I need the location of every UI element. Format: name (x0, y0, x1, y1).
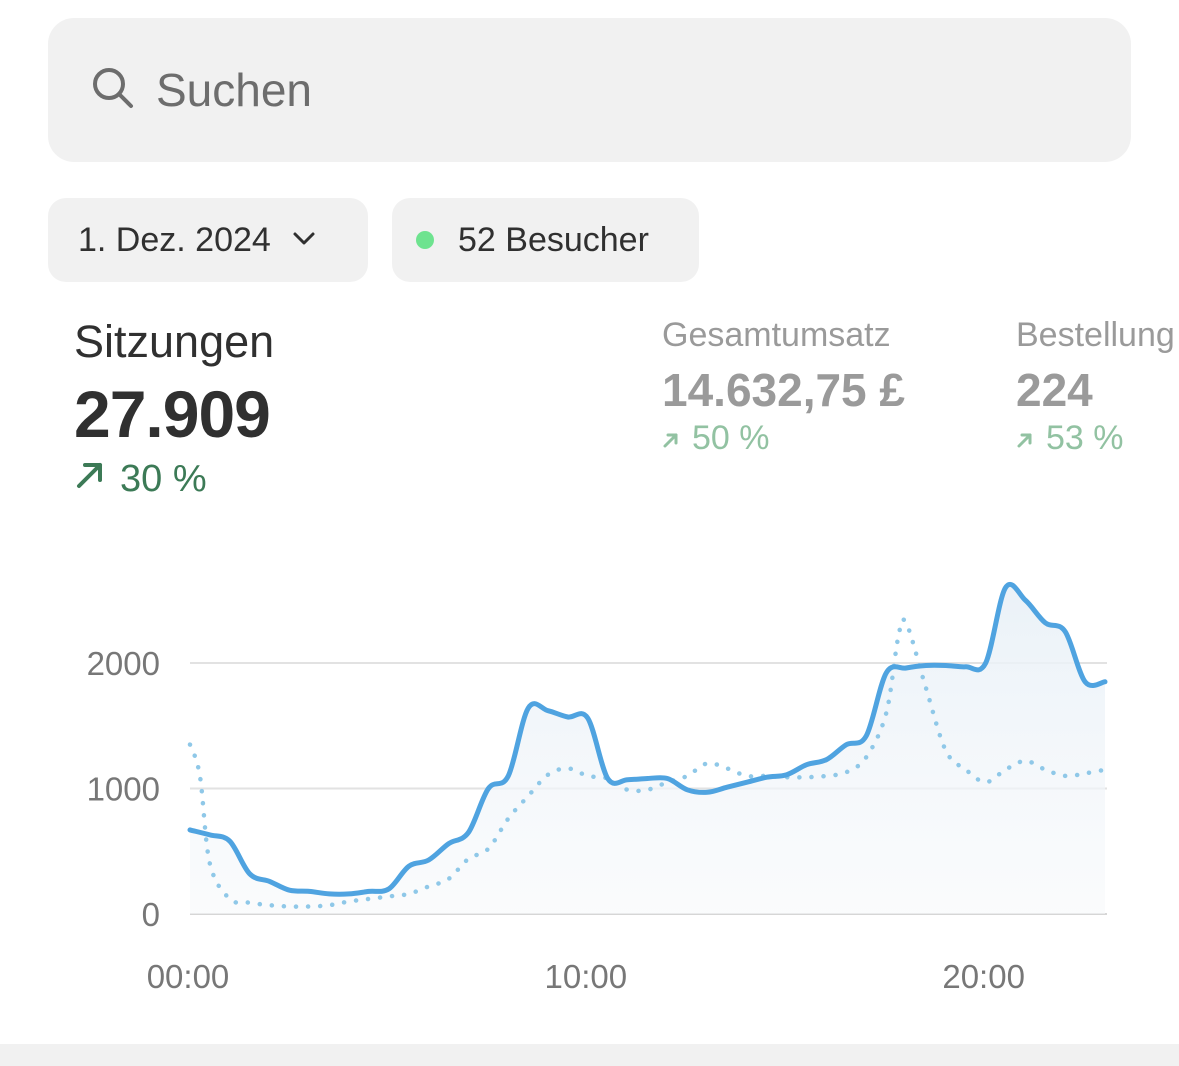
metric-label: Gesamtumsatz (662, 316, 891, 354)
bottom-bar (0, 1044, 1179, 1066)
metric-value: 224 (1016, 364, 1093, 416)
metric-total-sales[interactable]: Gesamtumsatz 14.632,75 £ 50 % (662, 316, 905, 458)
live-visitors-button[interactable]: 52 Besucher (392, 198, 699, 282)
metric-label: Sitzungen (74, 316, 275, 367)
search-icon (90, 65, 136, 116)
x-tick-label: 10:00 (545, 958, 628, 995)
search-input[interactable]: Suchen (156, 64, 313, 116)
series-line-sessions (187, 581, 1108, 897)
metric-change: 53 % (1016, 419, 1175, 458)
metric-change: 50 % (662, 419, 905, 458)
metric-value: 27.909 (74, 377, 271, 451)
arrow-up-right-icon (662, 419, 692, 458)
metric-change-value: 30 % (120, 458, 207, 500)
arrow-up-right-icon (74, 458, 120, 501)
live-status-dot-icon (416, 231, 434, 249)
sessions-chart: 0 1000 2000 00:00 10:00 20:00 (87, 581, 1108, 995)
arrow-up-right-icon (1016, 419, 1046, 458)
x-tick-label: 20:00 (942, 958, 1025, 995)
metric-change-value: 53 % (1046, 419, 1124, 457)
y-tick-label: 2000 (87, 645, 160, 682)
metric-sessions[interactable]: Sitzungen 27.909 30 % (74, 316, 274, 501)
y-tick-label: 1000 (87, 771, 160, 808)
x-tick-label: 00:00 (147, 958, 230, 995)
search-bar[interactable]: Suchen (48, 18, 1131, 162)
live-visitors-label: 52 Besucher (458, 220, 649, 259)
metric-value: 14.632,75 £ (662, 364, 906, 416)
y-tick-label: 0 (142, 896, 160, 933)
metric-change-value: 50 % (692, 419, 770, 457)
metric-label: Bestellung (1016, 316, 1175, 354)
metric-orders[interactable]: Bestellung 224 53 % (1016, 316, 1175, 458)
date-filter-label: 1. Dez. 2024 (78, 220, 271, 259)
date-filter-button[interactable]: 1. Dez. 2024 (48, 198, 368, 282)
chevron-down-icon (271, 221, 317, 260)
metric-change: 30 % (74, 458, 274, 501)
series-area (190, 584, 1105, 914)
